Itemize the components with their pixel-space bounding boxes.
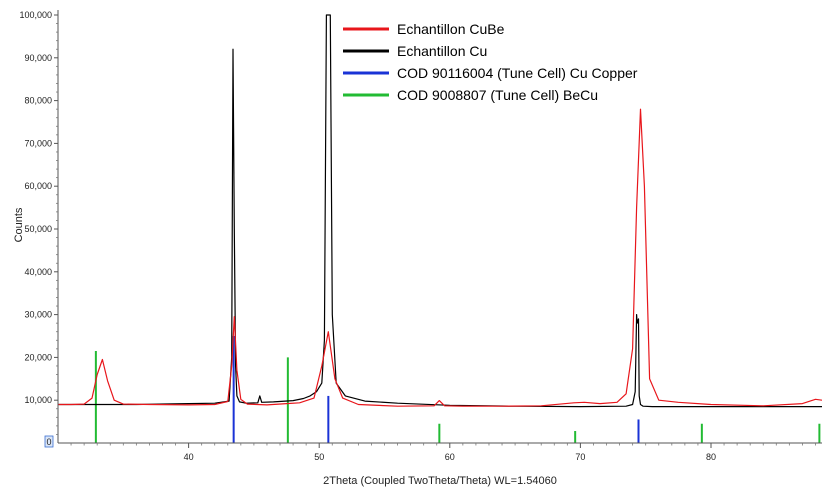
- y-tick-label-40000: 40,000: [24, 267, 52, 277]
- x-axis-title: 2Theta (Coupled TwoTheta/Theta) WL=1.540…: [323, 475, 557, 487]
- axes: 10,000 20,000 30,000 40,000 50,000 60,000 70,0…: [19, 10, 822, 462]
- legend-label-2: COD 90116004 (Tune Cell) Cu Copper: [397, 65, 638, 81]
- series-line-cube: [58, 108, 822, 407]
- y-tick-label-70000: 70,000: [24, 138, 52, 148]
- y-tick-label-30000: 30,000: [24, 310, 52, 320]
- y-tick-label-90000: 90,000: [24, 53, 52, 63]
- axis-origin-label: 0: [46, 437, 51, 447]
- y-tick-label-80000: 80,000: [24, 96, 52, 106]
- series-line-cu: [58, 14, 822, 408]
- y-tick-label-10000: 10,000: [24, 395, 52, 405]
- y-axis-title: Counts: [13, 207, 25, 242]
- legend-label-0: Echantillon CuBe: [397, 21, 505, 37]
- legend-label-3: COD 9008807 (Tune Cell) BeCu: [397, 87, 598, 103]
- y-tick-label-50000: 50,000: [24, 224, 52, 234]
- x-tick-label-40: 40: [184, 452, 194, 462]
- y-tick-label-60000: 60,000: [24, 181, 52, 191]
- axis-origin-badge: [44, 435, 54, 448]
- x-tick-label-70: 70: [575, 452, 585, 462]
- y-tick-label-100000: 100,000: [19, 10, 52, 20]
- plot-area: [58, 14, 822, 443]
- x-tick-label-60: 60: [445, 452, 455, 462]
- x-tick-label-50: 50: [314, 452, 324, 462]
- x-tick-label-80: 80: [706, 452, 716, 462]
- legend: Echantillon CuBe Echantillon Cu COD 901160…: [343, 21, 638, 103]
- y-tick-label-20000: 20,000: [24, 352, 52, 362]
- legend-label-1: Echantillon Cu: [397, 43, 487, 59]
